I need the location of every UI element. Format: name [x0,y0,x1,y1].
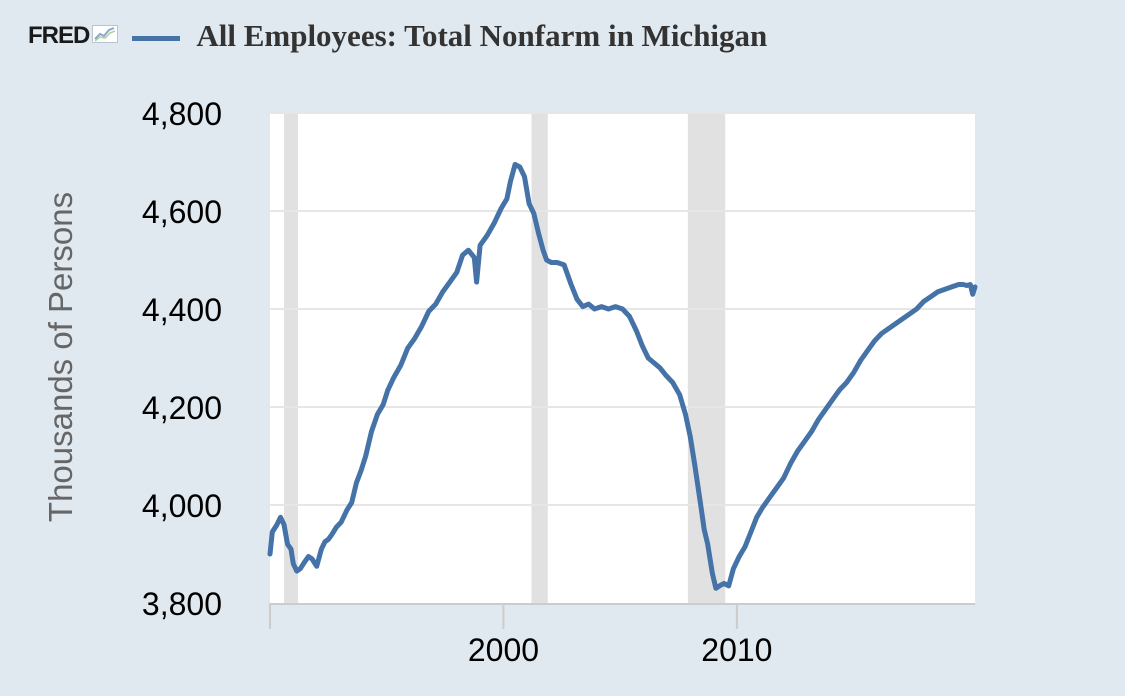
x-tick-label: 2000 [468,632,539,668]
recession-band [284,113,299,603]
chart-title: All Employees: Total Nonfarm in Michigan [196,18,768,53]
legend-series-swatch [132,35,181,41]
y-axis-label: Thousands of Persons [42,192,79,522]
recession-band [687,113,726,603]
y-tick-label: 3,800 [142,586,222,622]
y-tick-label: 4,000 [142,488,222,524]
fred-graph-icon [92,25,119,43]
chart-header: FRED All Employees: Total Nonfarm in Mic… [28,16,767,56]
y-tick-label: 4,600 [142,194,222,230]
y-tick-label: 4,400 [142,292,222,328]
series-line [267,161,978,591]
x-tick-label: 2010 [701,632,772,668]
y-tick-label: 4,200 [142,390,222,426]
plot-background [270,113,975,603]
recession-band [531,113,548,603]
plot-area: 3,800 4,000 4,200 4,400 4,600 4,800 2000 2010 [142,96,978,668]
y-tick-label: 4,800 [142,96,222,132]
fred-logo[interactable]: FRED [28,22,90,49]
